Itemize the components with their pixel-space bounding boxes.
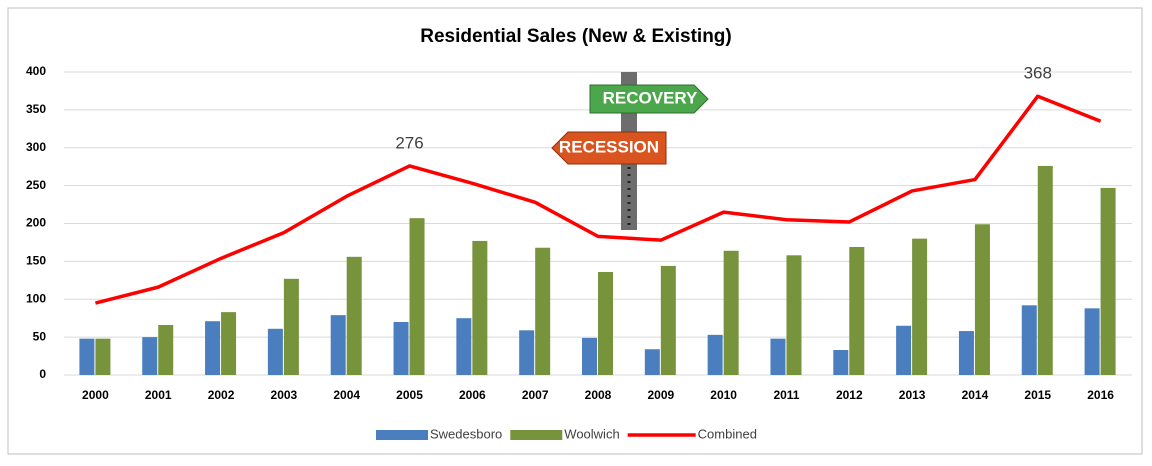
data-label: 368: [1024, 64, 1052, 83]
bar: [331, 315, 346, 375]
y-tick-label: 300: [26, 140, 46, 154]
bar: [724, 251, 739, 375]
sign-text: RECESSION: [559, 137, 659, 156]
x-tick-label: 2003: [271, 388, 298, 402]
x-tick-label: 2010: [710, 388, 737, 402]
bar: [158, 325, 173, 375]
x-tick-label: 2009: [647, 388, 674, 402]
bar: [205, 321, 220, 375]
x-tick-label: 2014: [962, 388, 989, 402]
y-tick-label: 200: [26, 216, 46, 230]
y-tick-label: 50: [33, 329, 47, 343]
legend-swatch: [510, 430, 562, 440]
bar: [833, 350, 848, 375]
chart-frame: [8, 8, 1142, 454]
bar: [959, 331, 974, 375]
chart-title: Residential Sales (New & Existing): [420, 26, 731, 47]
bar: [410, 218, 425, 375]
y-tick-label: 350: [26, 102, 46, 116]
x-tick-label: 2004: [333, 388, 360, 402]
x-tick-label: 2002: [208, 388, 235, 402]
x-tick-label: 2006: [459, 388, 486, 402]
bar: [1085, 308, 1100, 375]
y-tick-label: 250: [26, 178, 46, 192]
bar: [268, 329, 283, 375]
y-tick-label: 150: [26, 254, 46, 268]
bar: [598, 272, 613, 375]
y-tick-label: 400: [26, 64, 46, 78]
legend-swatch: [376, 430, 428, 440]
bar: [661, 266, 676, 375]
bar: [394, 322, 409, 375]
bar: [708, 335, 723, 375]
bar: [347, 257, 362, 375]
x-tick-label: 2016: [1087, 388, 1114, 402]
bar: [975, 224, 990, 375]
x-tick-label: 2008: [585, 388, 612, 402]
bar: [142, 337, 157, 375]
legend-label: Woolwich: [564, 426, 619, 441]
legend-label: Swedesboro: [430, 426, 502, 441]
x-tick-label: 2013: [899, 388, 926, 402]
chart: Residential Sales (New & Existing) 0 50 10…: [0, 0, 1152, 461]
x-tick-label: 2007: [522, 388, 549, 402]
legend-label: Combined: [698, 426, 757, 441]
bar: [1022, 305, 1037, 375]
bar: [582, 338, 597, 375]
bar: [896, 326, 911, 375]
y-tick-label: 100: [26, 291, 46, 305]
x-tick-label: 2005: [396, 388, 423, 402]
bar: [519, 330, 534, 375]
bar: [472, 241, 487, 375]
bar: [535, 248, 550, 375]
bar: [95, 339, 110, 375]
bar: [770, 339, 785, 375]
bar: [456, 318, 471, 375]
bar: [284, 279, 299, 375]
x-tick-label: 2000: [82, 388, 109, 402]
bar: [221, 312, 236, 375]
x-tick-label: 2011: [773, 388, 799, 402]
x-tick-label: 2015: [1024, 388, 1051, 402]
y-tick-label: 0: [39, 367, 46, 381]
bar: [912, 239, 927, 375]
bar: [1038, 166, 1053, 375]
x-tick-label: 2012: [836, 388, 863, 402]
bar: [849, 247, 864, 375]
bar: [645, 349, 660, 375]
data-label: 276: [395, 133, 423, 152]
bar: [786, 255, 801, 375]
x-tick-label: 2001: [145, 388, 172, 402]
bar: [1101, 188, 1116, 375]
sign-text: RECOVERY: [603, 88, 698, 107]
bar: [79, 339, 94, 375]
